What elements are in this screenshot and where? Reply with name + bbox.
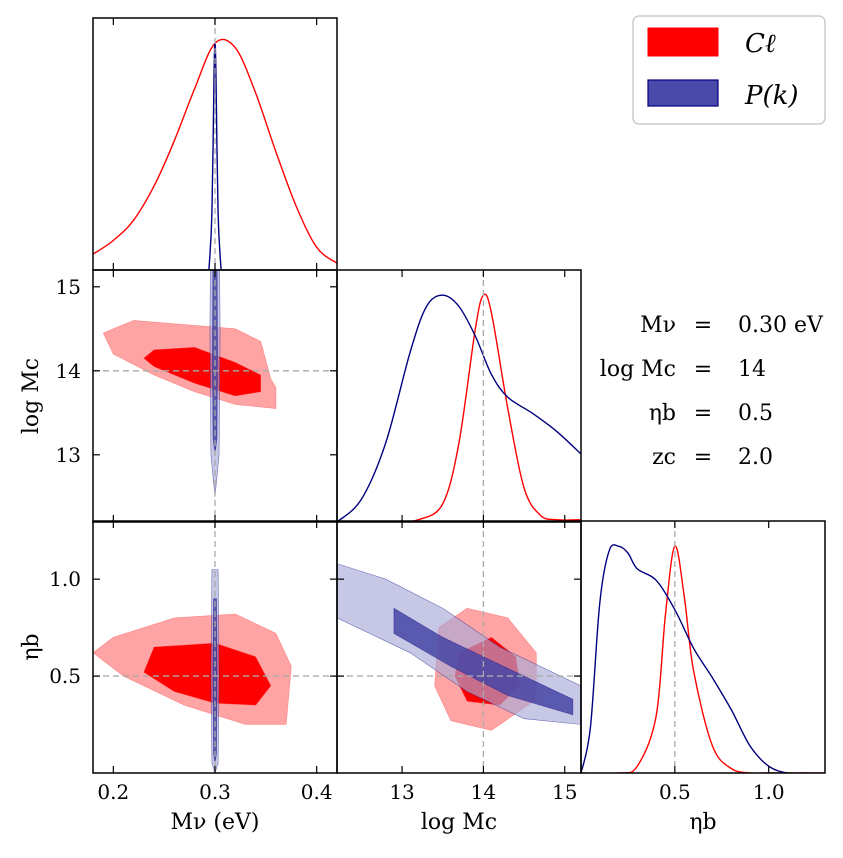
panel-frame-2-2 — [580, 520, 826, 774]
param-eq-etab: = — [694, 401, 712, 426]
y-axis-label-logMc: log Mc — [19, 358, 44, 434]
marginal-logMc-pk — [337, 294, 581, 522]
param-name-mnu: Mν — [640, 313, 676, 338]
contour-group-mnu_logMc-0 — [102, 320, 277, 409]
y-tick-label-logMc-2: 15 — [56, 275, 81, 299]
tick-layer: 13 14 15 0.2 0.3 0.4 0.5 1.0 13 14 15 0.5 1.0 — [49, 18, 785, 804]
legend-label-pk: P(k) — [744, 81, 799, 111]
contour-group-mnu_etab-0 — [93, 613, 292, 725]
x-tick-label-mnu-2: 0.4 — [301, 780, 333, 804]
marginal-logMc-cl — [337, 293, 581, 522]
fiducial-parameters: Mν = 0.30 eV log Mc = 14 ηb = 0.5 zc = 2… — [600, 313, 824, 470]
y-tick-label-etab-0: 0.5 — [49, 664, 81, 688]
panel-frame-1-1 — [336, 269, 582, 523]
y-tick-label-logMc-0: 13 — [56, 443, 81, 467]
x-axis-label-etab: ηb — [689, 810, 716, 835]
contour-mnu_logMc-pk-68 — [212, 270, 218, 455]
param-value-etab: 0.5 — [738, 401, 773, 426]
contour-mnu_etab-pk-68 — [212, 598, 218, 764]
x-tick-label-logMc-0: 13 — [389, 780, 414, 804]
contour-mnu_etab-cl-68 — [143, 642, 272, 706]
x-axis-label-mnu: Mν (eV) — [171, 810, 260, 835]
y-axis-label-etab: ηb — [19, 633, 44, 660]
param-value-mnu: 0.30 eV — [738, 313, 824, 338]
y-tick-label-etab-1: 1.0 — [49, 567, 81, 591]
marginal-etab-pk — [581, 544, 807, 773]
param-name-logmc: log Mc — [600, 357, 676, 382]
param-eq-mnu: = — [694, 313, 712, 338]
truth-lines — [93, 18, 676, 773]
legend-swatch-cl — [647, 27, 719, 57]
x-axis-label-logMc: log Mc — [421, 810, 497, 835]
param-eq-zc: = — [694, 445, 712, 470]
marginal-etab-cl — [581, 545, 825, 773]
param-eq-logmc: = — [694, 357, 712, 382]
param-value-logmc: 14 — [738, 357, 766, 382]
legend: Cℓ P(k) — [632, 15, 826, 125]
x-tick-label-etab-0: 0.5 — [659, 780, 691, 804]
x-tick-label-mnu-0: 0.2 — [97, 780, 129, 804]
x-tick-label-logMc-1: 14 — [471, 780, 496, 804]
x-tick-label-logMc-2: 15 — [552, 780, 577, 804]
legend-swatch-pk — [647, 79, 719, 107]
param-name-zc: zc — [652, 445, 676, 470]
x-tick-label-mnu-1: 0.3 — [199, 780, 231, 804]
y-tick-label-logMc-1: 14 — [56, 359, 81, 383]
axis-label-layer: Mν (eV) log Mc ηb log Mc ηb — [19, 358, 717, 835]
x-tick-label-etab-1: 1.0 — [753, 780, 785, 804]
param-value-zc: 2.0 — [738, 445, 773, 470]
param-name-etab: ηb — [649, 401, 676, 426]
marginal-mnu-pk — [208, 42, 222, 270]
legend-label-cl: Cℓ — [745, 29, 776, 59]
